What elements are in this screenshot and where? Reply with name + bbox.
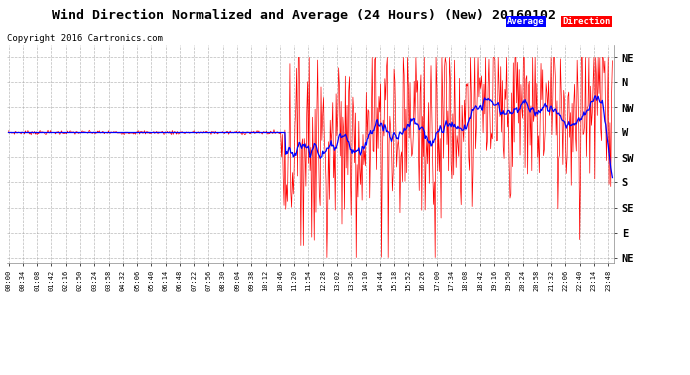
Text: Wind Direction Normalized and Average (24 Hours) (New) 20160102: Wind Direction Normalized and Average (2…	[52, 9, 555, 22]
Text: Direction: Direction	[562, 17, 611, 26]
Text: Copyright 2016 Cartronics.com: Copyright 2016 Cartronics.com	[7, 34, 163, 43]
Text: Average: Average	[507, 17, 545, 26]
